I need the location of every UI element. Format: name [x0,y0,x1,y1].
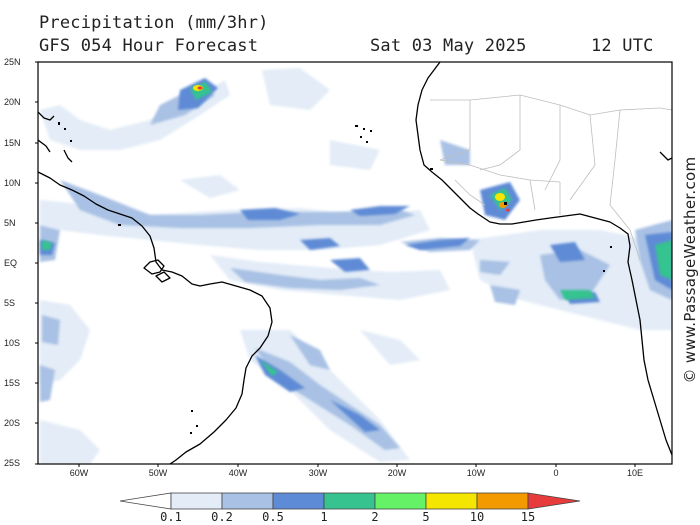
colorbar-swatch-5 [425,492,478,510]
colorbar-label: 5 [422,510,430,524]
colorbar-label: 15 [520,510,536,524]
coastlines [38,62,672,464]
colorbar-label: 0.5 [262,510,284,524]
lat-label: 15S [4,378,21,388]
lon-label: 10E [626,468,644,478]
lon-ticks [78,464,636,467]
colorbar-label: 2 [371,510,379,524]
colorbar-min-arrow [119,492,172,510]
lon-label: 40W [228,468,248,478]
lat-label: 20S [4,418,21,428]
lat-label: 5N [4,218,16,228]
colorbar-swatch-0 [170,492,223,510]
lat-label: 25S [4,458,21,468]
lon-label: 50W [148,468,168,478]
lon-label: 0 [553,468,559,478]
lat-label: 10S [4,338,21,348]
lon-label: 10W [466,468,486,478]
lat-label: 25N [4,57,21,67]
credit-watermark: © www.PassageWeather.com [681,156,699,384]
lat-label: EQ [4,258,18,268]
colorbar-swatch-4 [374,492,427,510]
lon-label: 60W [69,468,89,478]
forecast-model-label: GFS 054 Hour Forecast [39,36,259,56]
colorbar-swatch-1 [221,492,274,510]
colorbar-swatch-2 [272,492,325,510]
colorbar-label: 0.2 [211,510,233,524]
islands [58,122,612,434]
lon-label: 30W [308,468,328,478]
map-title: Precipitation (mm/3hr) [39,13,269,33]
forecast-date: Sat 03 May 2025 [370,36,527,56]
colorbar-swatch-3 [323,492,376,510]
lat-ticks [35,61,38,465]
colorbar-label: 10 [469,510,485,524]
colorbar [119,492,581,510]
lat-label: 15N [4,138,21,148]
forecast-time: 12 UTC [591,36,654,56]
colorbar-max-arrow [527,492,581,510]
lat-label: 10N [4,178,21,188]
colorbar-label: 0.1 [160,510,182,524]
colorbar-swatch-6 [476,492,529,510]
colorbar-label: 1 [320,510,328,524]
country-borders [430,94,672,261]
lat-label: 20N [4,97,21,107]
lat-label: 5S [4,298,16,308]
lon-label: 20W [387,468,407,478]
precip-intense [42,82,672,376]
